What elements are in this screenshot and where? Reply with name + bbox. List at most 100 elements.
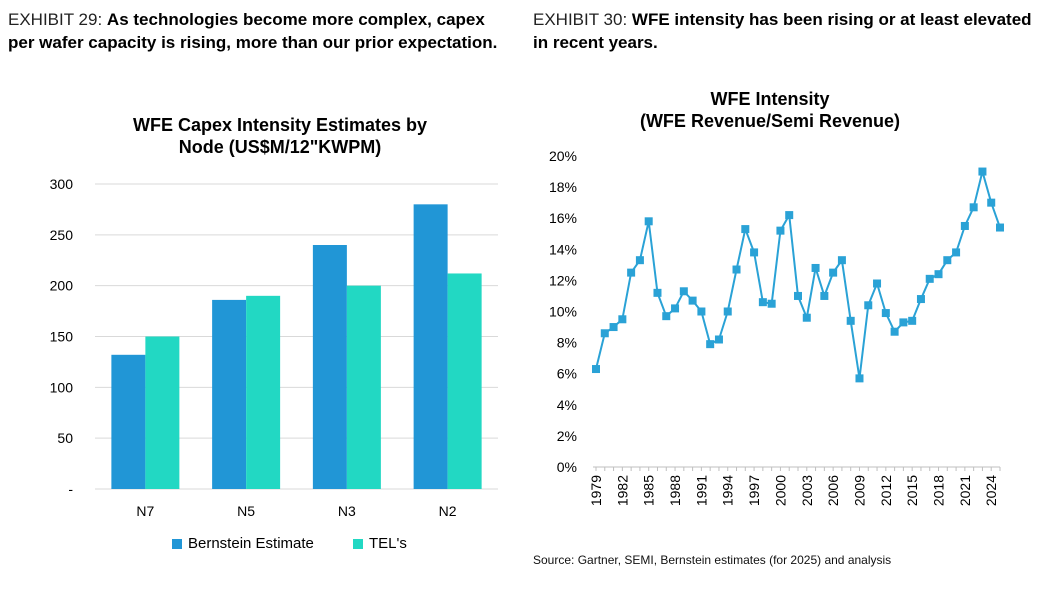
wfe-intensity-point-2008 [846,316,855,325]
wfe-intensity-point-2019 [943,256,952,265]
wfe-intensity-point-2003 [802,313,811,322]
wfe-intensity-point-2018 [934,270,943,279]
legend-item-tel: TEL's [353,535,407,552]
line-y-tick-label: 18% [549,179,577,195]
line-x-tick-label: 2012 [878,475,894,506]
line-x-tick-label: 2021 [957,475,973,506]
bar-chart-title: WFE Capex Intensity Estimates by [132,115,428,135]
wfe-intensity-point-2010 [864,301,873,310]
line-x-tick-label: 2009 [851,475,867,506]
line-y-tick-label: 10% [549,304,577,320]
bar-bernstein-n5 [212,299,247,489]
bar-bernstein-n2 [413,204,448,490]
bar-chart: - 50 100 150 200 250 300 N7 N5 N3 N2 [50,176,498,519]
wfe-intensity-point-2006 [829,268,838,277]
exhibit-29-heading: EXHIBIT 29: As technologies become more … [8,8,508,54]
line-chart: 0% 2% 4% 6% 8% 10% 12% 14% 16% 18% 20% 1979 1982 1985… [549,148,1004,506]
line-y-tick-label: 12% [549,272,577,288]
line-x-tick-label: 1991 [693,475,709,506]
bar-bernstein-n7 [111,354,146,489]
bar-y-tick-label: 200 [50,278,74,294]
wfe-intensity-point-2005 [820,291,829,300]
wfe-intensity-point-1988 [671,304,680,313]
exhibit-30-number: EXHIBIT 30: [533,10,628,29]
legend-swatch-bernstein [172,538,182,549]
line-x-tick-label: 1988 [667,475,683,506]
wfe-intensity-point-2002 [794,291,802,300]
line-y-tick-label: 20% [549,148,577,164]
bar-x-tick-label: N7 [136,503,154,519]
line-y-tick-label: 0% [557,459,577,475]
wfe-intensity-point-2001 [785,211,794,220]
wfe-intensity-point-2009 [855,374,864,383]
wfe-intensity-point-1995 [732,265,741,274]
line-x-tick-label: 2000 [772,475,788,506]
wfe-intensity-point-1979 [592,365,600,374]
line-y-tick-label: 6% [557,366,577,382]
legend-swatch-tel [353,538,363,549]
line-chart-title: WFE Intensity [710,89,830,109]
exhibit-30-text: WFE intensity has been rising or at leas… [533,10,1032,52]
wfe-intensity-point-1981 [609,323,618,332]
wfe-intensity-point-2004 [811,263,820,272]
line-x-tick-label: 1997 [746,475,762,506]
line-x-tick-label: 1985 [641,475,657,506]
legend-item-bernstein: Bernstein Estimate [172,535,314,552]
bar-tel-n2 [447,273,482,489]
line-y-tick-label: 2% [557,428,577,444]
bar-y-tick-label: 50 [57,430,73,446]
legend-label-tel: TEL's [369,535,407,552]
wfe-intensity-point-2022 [969,203,978,212]
wfe-intensity-point-2000 [776,226,785,235]
line-y-tick-label: 16% [549,210,577,226]
source-note: Source: Gartner, SEMI, Bernstein estimat… [533,553,892,567]
wfe-intensity-point-1994 [723,307,732,316]
wfe-intensity-point-2011 [873,279,882,288]
wfe-intensity-point-1998 [758,298,767,307]
exhibit-30-heading: EXHIBIT 30: WFE intensity has been risin… [533,8,1033,54]
bar-y-tick-label: 150 [50,329,74,345]
line-x-tick-label: 1982 [614,475,630,506]
bar-x-tick-label: N2 [439,503,457,519]
wfe-intensity-point-1997 [750,248,759,257]
line-x-tick-label: 2003 [799,475,815,506]
wfe-intensity-point-2013 [890,327,899,336]
bar-y-tick-label: 250 [50,227,74,243]
exhibit-29-number: EXHIBIT 29: [8,10,103,29]
line-x-tick-label: 1979 [588,475,604,506]
line-y-tick-label: 14% [549,241,577,257]
line-x-tick-label: 1994 [720,475,736,506]
wfe-intensity-point-1982 [618,315,627,324]
wfe-intensity-point-2023 [978,167,987,176]
wfe-intensity-point-1993 [714,335,723,344]
wfe-intensity-point-1999 [767,299,776,308]
bar-tel-n3 [346,285,381,489]
wfe-intensity-point-2025 [996,223,1004,232]
wfe-intensity-point-1991 [697,307,706,316]
wfe-intensity-point-2012 [881,309,890,318]
bar-y-tick-label: - [68,481,73,497]
bar-chart-subtitle: Node (US$M/12"KWPM) [178,137,382,157]
wfe-intensity-point-2015 [908,316,917,325]
wfe-intensity-point-2020 [952,248,961,257]
line-x-tick-label: 2015 [904,475,920,506]
wfe-intensity-point-2024 [987,198,996,207]
bar-chart-title-block: WFE Capex Intensity Estimates by Node (U… [60,114,500,158]
wfe-intensity-point-2014 [899,318,908,327]
bar-y-tick-label: 100 [50,379,74,395]
wfe-intensity-point-2016 [916,295,925,304]
line-chart-title-block: WFE Intensity (WFE Revenue/Semi Revenue) [560,88,980,132]
line-y-tick-label: 4% [557,397,577,413]
wfe-intensity-point-2017 [925,274,934,283]
bar-bernstein-n3 [312,245,347,489]
bar-tel-n5 [246,295,281,489]
bar-y-tick-label: 300 [50,176,74,192]
wfe-intensity-point-2021 [960,221,969,230]
line-chart-subtitle: (WFE Revenue/Semi Revenue) [639,111,901,131]
line-x-tick-label: 2024 [983,475,999,506]
bar-tel-n7 [145,336,180,489]
wfe-intensity-point-1989 [679,287,688,296]
wfe-intensity-point-1992 [706,340,715,349]
wfe-intensity-point-1984 [635,256,644,265]
